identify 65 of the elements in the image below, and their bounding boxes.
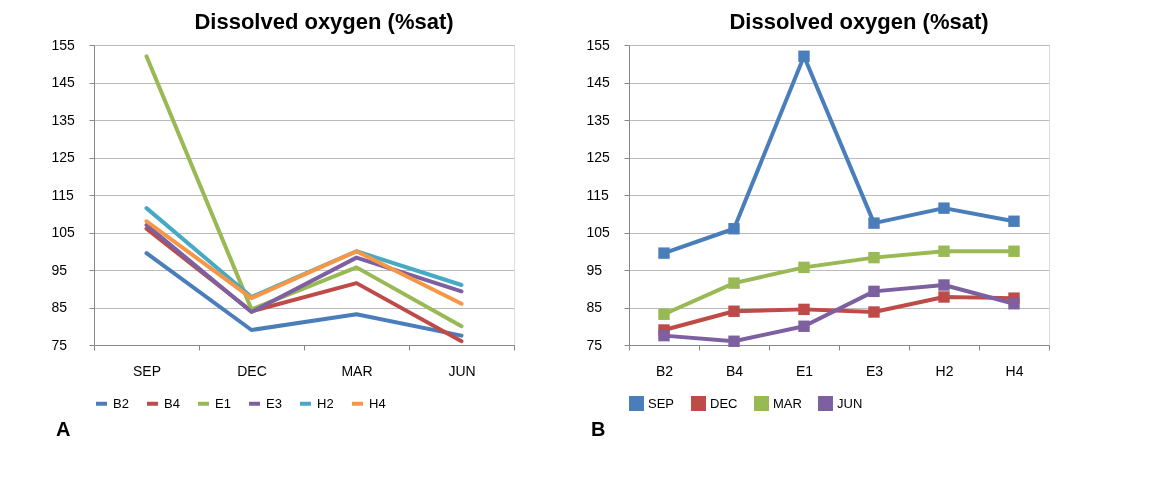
text: B [591, 418, 606, 440]
text: A [56, 418, 71, 440]
point [1008, 215, 1020, 227]
point [1008, 298, 1020, 310]
point [728, 305, 740, 317]
point [938, 279, 950, 291]
y-tick-label: 145 [586, 74, 611, 90]
y-tick-label: 155 [586, 36, 611, 53]
point [798, 50, 810, 62]
point [938, 202, 950, 214]
x-tick-label: H4 [1005, 362, 1024, 379]
y-tick-label: 95 [586, 261, 603, 278]
point [798, 303, 810, 316]
legend-label: E1 [215, 395, 231, 411]
legend-label: H2 [317, 395, 334, 411]
legend-label: JUN [837, 395, 863, 411]
point [868, 217, 880, 229]
point [798, 261, 810, 274]
x-tick-label: DEC [237, 362, 267, 379]
x-tick-label: E1 [795, 362, 814, 379]
y-tick-label: 135 [51, 111, 76, 128]
x-tick-label: E3 [865, 362, 884, 379]
x-tick-label: SEP [132, 362, 162, 379]
legend-label: DEC [710, 395, 738, 411]
x-tick-label: B2 [655, 362, 674, 379]
chart-title: Dissolved oxygen (%sat) [194, 9, 454, 34]
legend-label: H4 [369, 395, 386, 411]
y-tick-label: 145 [51, 74, 76, 90]
legend-label: E3 [266, 395, 282, 411]
y-tick-label: 95 [51, 261, 68, 278]
point [938, 291, 950, 303]
point [658, 329, 670, 342]
point [868, 306, 880, 318]
point [728, 277, 740, 289]
y-tick-label: 125 [51, 149, 76, 165]
point [868, 251, 880, 264]
point [728, 223, 740, 235]
x-tick-label: H2 [935, 362, 954, 379]
legend-label: SEP [648, 395, 675, 411]
y-tick-label: 135 [586, 111, 611, 128]
line-series [144, 251, 464, 338]
point [728, 335, 740, 347]
point [658, 247, 670, 259]
legend-label: B4 [164, 395, 180, 411]
point [868, 285, 880, 298]
legend-label: B2 [113, 395, 129, 411]
y-tick-label: 115 [51, 186, 75, 203]
y-tick-label: 75 [51, 336, 68, 353]
x-tick-label: B4 [725, 362, 744, 379]
y-tick-label: 105 [586, 224, 611, 240]
point [1008, 245, 1020, 257]
point [938, 245, 950, 257]
x-tick-label: MAR [341, 362, 373, 379]
y-tick-label: 155 [51, 36, 76, 53]
chart-title: Dissolved oxygen (%sat) [729, 9, 989, 34]
x-tick-label: JUN [448, 362, 476, 379]
y-tick-label: 75 [586, 336, 603, 353]
y-tick-label: 85 [51, 299, 68, 315]
point [798, 320, 810, 332]
point [658, 308, 670, 320]
y-tick-label: 105 [51, 224, 76, 240]
y-tick-label: 85 [586, 299, 603, 315]
legend-label: MAR [773, 395, 802, 411]
y-tick-label: 125 [586, 149, 611, 165]
y-tick-label: 115 [586, 186, 610, 203]
